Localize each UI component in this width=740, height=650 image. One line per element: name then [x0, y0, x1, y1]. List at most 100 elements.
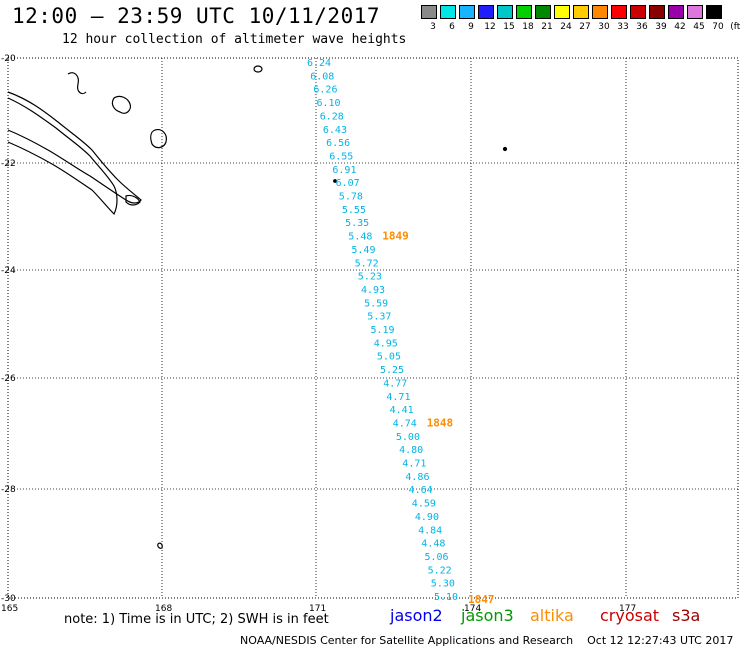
sat-label-s3a: s3a: [672, 606, 701, 625]
legend-label: 15: [503, 22, 515, 32]
wave-height-label: 6.43: [323, 125, 347, 136]
longitude-tick-label: 165: [1, 604, 18, 614]
latitude-tick-label: -22: [1, 159, 16, 169]
legend-label: 21: [541, 22, 553, 32]
island-hunter: [502, 146, 508, 152]
wave-height-label: 6.24: [307, 58, 331, 69]
legend-swatch: [668, 5, 684, 19]
wave-height-label: 5.06: [425, 552, 449, 563]
wave-height-label: 6.07: [336, 178, 360, 189]
loyalty-island-ouvea: [67, 72, 87, 95]
legend-swatch: [592, 5, 608, 19]
map-grid: 165 168 171 174 177 -20 -22 -24 -26 -28 -30: [1, 54, 739, 614]
legend-swatch: [649, 5, 665, 19]
wave-height-label: 6.28: [320, 111, 344, 122]
credit-line: NOAA/NESDIS Center for Satellite Applica…: [240, 634, 734, 647]
wave-height-label: 4.64: [409, 485, 433, 496]
wave-height-label: 5.30: [431, 579, 455, 590]
wave-height-label: 5.19: [371, 325, 395, 336]
latitude-tick-label: -24: [1, 266, 16, 276]
legend-label: 70: [712, 22, 724, 32]
legend-label: 33: [617, 22, 629, 32]
legend-label: 9: [468, 22, 474, 32]
legend-swatch: [421, 5, 437, 19]
island-walpole: [253, 65, 263, 73]
legend-swatch: [497, 5, 513, 19]
wave-height-label: 4.41: [390, 405, 414, 416]
legend-label: 42: [674, 22, 686, 32]
legend-label: 18: [522, 22, 534, 32]
latitude-tick-label: -30: [1, 594, 16, 604]
wave-height-label: 4.84: [418, 525, 442, 536]
loyalty-island-mare: [150, 129, 167, 149]
wave-height-label: 5.49: [351, 245, 375, 256]
legend-swatch: [440, 5, 456, 19]
latitude-tick-label: -26: [1, 374, 16, 384]
wave-height-label: 6.08: [310, 71, 334, 82]
wave-height-label: 5.22: [428, 565, 452, 576]
wave-height-label: 5.59: [364, 298, 388, 309]
wave-height-label: 5.78: [339, 192, 363, 203]
wave-height-label: 4.71: [386, 392, 410, 403]
wave-height-label: 6.10: [317, 98, 341, 109]
time-marker-label: 1847: [468, 593, 495, 606]
wave-height-label: 6.91: [332, 165, 356, 176]
wave-height-label: 4.90: [415, 512, 439, 523]
wave-height-label: 5.25: [380, 365, 404, 376]
sat-label-jason2: jason2: [390, 606, 443, 625]
legend-swatch: [573, 5, 589, 19]
wave-height-label: 5.05: [377, 352, 401, 363]
sat-label-jason3: jason3: [461, 606, 514, 625]
legend-swatch: [630, 5, 646, 19]
wave-height-label: 6.26: [313, 85, 337, 96]
legend-swatch: [554, 5, 570, 19]
legend-swatch: [516, 5, 532, 19]
wave-height-label: 5.37: [367, 312, 391, 323]
map-title: 12:00 — 23:59 UTC 10/11/2017: [12, 4, 381, 28]
coastline: [7, 65, 508, 549]
legend-label: 36: [636, 22, 648, 32]
map-frame: [7, 57, 739, 599]
longitude-tick-label: 168: [155, 604, 172, 614]
wave-height-label: 4.80: [399, 445, 423, 456]
latitude-tick-label: -20: [1, 54, 16, 64]
legend-swatch: [459, 5, 475, 19]
legend-swatch: [535, 5, 551, 19]
legend-swatch: [478, 5, 494, 19]
wave-height-label: 4.95: [374, 338, 398, 349]
wave-height-label: 5.23: [358, 272, 382, 283]
wave-height-label: 5.55: [342, 205, 366, 216]
legend-swatch: [687, 5, 703, 19]
sat-label-altika: altika: [530, 606, 574, 625]
sat-label-cryosat: cryosat: [600, 606, 660, 625]
longitude-tick-label: 174: [464, 604, 481, 614]
longitude-tick-label: 177: [619, 604, 636, 614]
legend-swatch: [611, 5, 627, 19]
time-marker-label: 1849: [382, 230, 409, 243]
wave-height-label: 4.74: [393, 418, 417, 429]
wave-height-label: 6.55: [329, 151, 353, 162]
legend-label: (ft): [730, 22, 740, 32]
wave-height-label: 5.00: [396, 432, 420, 443]
altimeter-track: 6.24 6.08 6.26 6.10 6.28 6.43 6.56 6.55 6.91 6.07…: [307, 58, 458, 603]
wave-height-label: 5.72: [355, 258, 379, 269]
island-matthew: [333, 179, 337, 183]
wave-height-label: 4.93: [361, 285, 385, 296]
wave-height-label: 4.77: [383, 378, 407, 389]
map-subtitle: 12 hour collection of altimeter wave hei…: [62, 32, 407, 47]
wave-height-label: 5.35: [345, 218, 369, 229]
new-caledonia-coast-inner: [7, 97, 118, 216]
wave-height-label: 4.71: [402, 459, 426, 470]
new-caledonia-coast-outer: [7, 91, 142, 204]
isle-of-pines: [125, 194, 141, 206]
wave-height-label: 4.59: [412, 499, 436, 510]
latitude-tick-label: -28: [1, 485, 16, 495]
island-norfolk: [157, 542, 163, 549]
legend-label: 3: [430, 22, 436, 32]
legend-label: 6: [449, 22, 455, 32]
legend-swatch: [706, 5, 722, 19]
wave-height-label: 5.10: [434, 592, 458, 603]
legend-label: 39: [655, 22, 667, 32]
